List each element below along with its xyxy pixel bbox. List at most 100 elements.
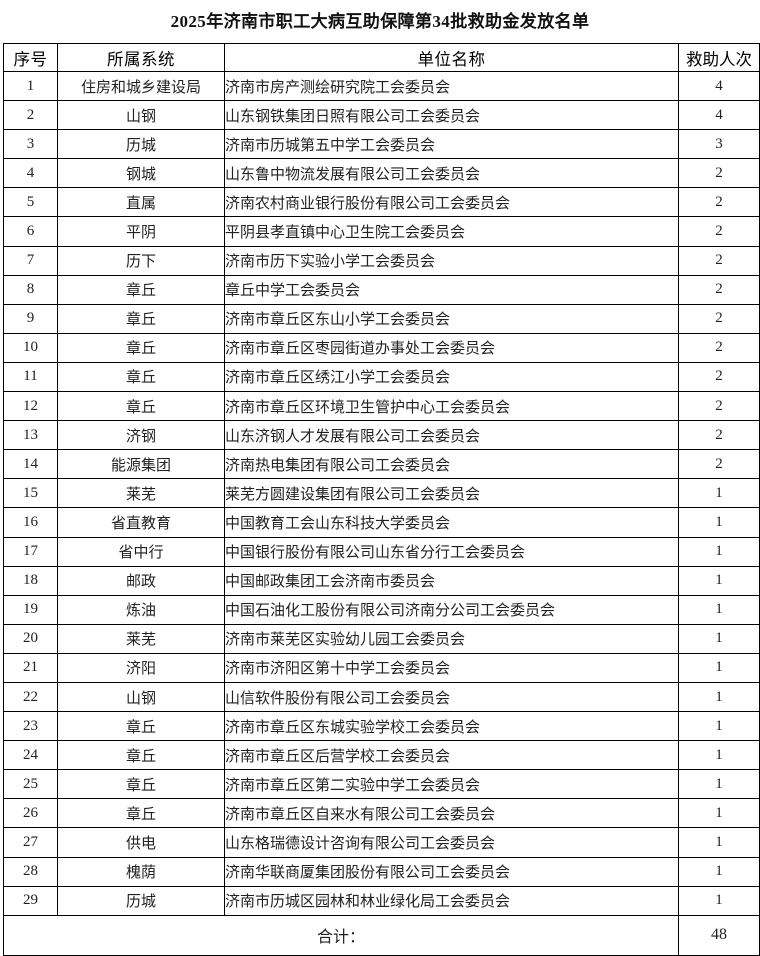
table-row: 5 直属 济南农村商业银行股份有限公司工会委员会 2 [3,187,760,218]
cell-count: 1 [678,478,760,509]
cell-count: 4 [678,100,760,131]
cell-count: 1 [678,594,760,625]
cell-count: 2 [678,449,760,480]
cell-index: 22 [3,681,58,713]
cell-unit: 济南市历城区园林和林业绿化局工会委员会 [224,885,679,916]
cell-unit: 济南市章丘区绣江小学工会委员会 [224,361,679,393]
cell-index: 19 [3,594,58,625]
cell-index: 16 [3,507,58,538]
cell-count: 4 [678,70,760,102]
cell-unit: 济南市历城第五中学工会委员会 [224,129,679,160]
cell-system: 章丘 [57,769,225,800]
cell-system: 章丘 [57,798,225,829]
page-title: 2025年济南市职工大病互助保障第34批救助金发放名单 [170,12,590,31]
table-row: 1 住房和城乡建设局 济南市房产测绘研究院工会委员会 4 [3,70,760,102]
cell-index: 27 [3,827,58,858]
table-row: 28 槐荫 济南华联商厦集团股份有限公司工会委员会 1 [3,856,760,887]
table-row: 18 邮政 中国邮政集团工会济南市委员会 1 [3,565,760,596]
cell-system: 济阳 [57,652,225,683]
cell-index: 28 [3,856,58,887]
cell-index: 24 [3,740,58,771]
table-header-row: 序号 所属系统 单位名称 救助人次 [3,43,760,72]
cell-index: 8 [3,274,58,305]
cell-system: 供电 [57,827,225,858]
table-row: 29 历城 济南市历城区园林和林业绿化局工会委员会 1 [3,885,760,916]
cell-count: 1 [678,798,760,829]
cell-system: 莱芜 [57,623,225,654]
cell-system: 省中行 [57,536,225,567]
table-row: 7 历下 济南市历下实验小学工会委员会 2 [3,245,760,276]
cell-system: 莱芜 [57,478,225,509]
table-container: 序号 所属系统 单位名称 救助人次 1 住房和城乡建设局 济南市房产测绘研究院工会委… [0,43,760,956]
cell-count: 3 [678,129,760,160]
cell-index: 13 [3,420,58,451]
cell-unit: 平阴县孝直镇中心卫生院工会委员会 [224,216,679,247]
cell-index: 10 [3,332,58,363]
cell-system: 章丘 [57,361,225,393]
column-header-unit: 单位名称 [224,43,679,72]
cell-count: 1 [678,856,760,887]
cell-index: 20 [3,623,58,654]
total-value: 48 [678,914,760,956]
cell-count: 1 [678,652,760,683]
cell-count: 1 [678,827,760,858]
cell-count: 1 [678,507,760,538]
table-header: 序号 所属系统 单位名称 救助人次 [3,43,760,72]
cell-unit: 中国石油化工股份有限公司济南分公司工会委员会 [224,594,679,625]
cell-count: 1 [678,565,760,596]
cell-unit: 章丘中学工会委员会 [224,274,679,305]
table-row: 10 章丘 济南市章丘区枣园街道办事处工会委员会 2 [3,332,760,363]
table-row: 27 供电 山东格瑞德设计咨询有限公司工会委员会 1 [3,827,760,858]
cell-index: 29 [3,885,58,916]
cell-system: 济钢 [57,420,225,451]
cell-count: 2 [678,391,760,422]
cell-index: 15 [3,478,58,509]
table-row: 3 历城 济南市历城第五中学工会委员会 3 [3,129,760,160]
cell-count: 1 [678,885,760,916]
table-row: 2 山钢 山东钢铁集团日照有限公司工会委员会 4 [3,100,760,131]
column-header-count: 救助人次 [678,43,760,72]
cell-system: 章丘 [57,274,225,305]
table-row: 12 章丘 济南市章丘区环境卫生管护中心工会委员会 2 [3,391,760,422]
cell-system: 章丘 [57,740,225,771]
cell-unit: 山东格瑞德设计咨询有限公司工会委员会 [224,827,679,858]
cell-count: 1 [678,711,760,742]
cell-count: 1 [678,740,760,771]
cell-system: 炼油 [57,594,225,625]
cell-index: 5 [3,187,58,218]
cell-unit: 济南市章丘区自来水有限公司工会委员会 [224,798,679,829]
cell-unit: 莱芜方圆建设集团有限公司工会委员会 [224,478,679,509]
cell-system: 历城 [57,885,225,916]
cell-unit: 济南农村商业银行股份有限公司工会委员会 [224,187,679,218]
cell-system: 省直教育 [57,507,225,538]
cell-index: 14 [3,449,58,480]
cell-system: 槐荫 [57,856,225,887]
cell-count: 2 [678,245,760,276]
table-row: 11 章丘 济南市章丘区绣江小学工会委员会 2 [3,361,760,393]
table-row: 14 能源集团 济南热电集团有限公司工会委员会 2 [3,449,760,480]
cell-index: 11 [3,361,58,393]
table-row: 19 炼油 中国石油化工股份有限公司济南分公司工会委员会 1 [3,594,760,625]
cell-unit: 济南华联商厦集团股份有限公司工会委员会 [224,856,679,887]
table-row: 15 莱芜 莱芜方圆建设集团有限公司工会委员会 1 [3,478,760,509]
cell-count: 2 [678,158,760,189]
cell-unit: 山东鲁中物流发展有限公司工会委员会 [224,158,679,189]
cell-system: 钢城 [57,158,225,189]
cell-index: 26 [3,798,58,829]
cell-unit: 山东济钢人才发展有限公司工会委员会 [224,420,679,451]
cell-index: 25 [3,769,58,800]
table-row: 8 章丘 章丘中学工会委员会 2 [3,274,760,305]
cell-unit: 山信软件股份有限公司工会委员会 [224,681,679,713]
total-label: 合计： [3,914,679,956]
table-row: 23 章丘 济南市章丘区东城实验学校工会委员会 1 [3,711,760,742]
cell-count: 2 [678,216,760,247]
cell-system: 能源集团 [57,449,225,480]
cell-system: 历城 [57,129,225,160]
cell-system: 章丘 [57,332,225,363]
column-header-index: 序号 [3,43,58,72]
table-row: 4 钢城 山东鲁中物流发展有限公司工会委员会 2 [3,158,760,189]
cell-index: 6 [3,216,58,247]
cell-unit: 济南市章丘区第二实验中学工会委员会 [224,769,679,800]
table-row: 21 济阳 济南市济阳区第十中学工会委员会 1 [3,652,760,683]
